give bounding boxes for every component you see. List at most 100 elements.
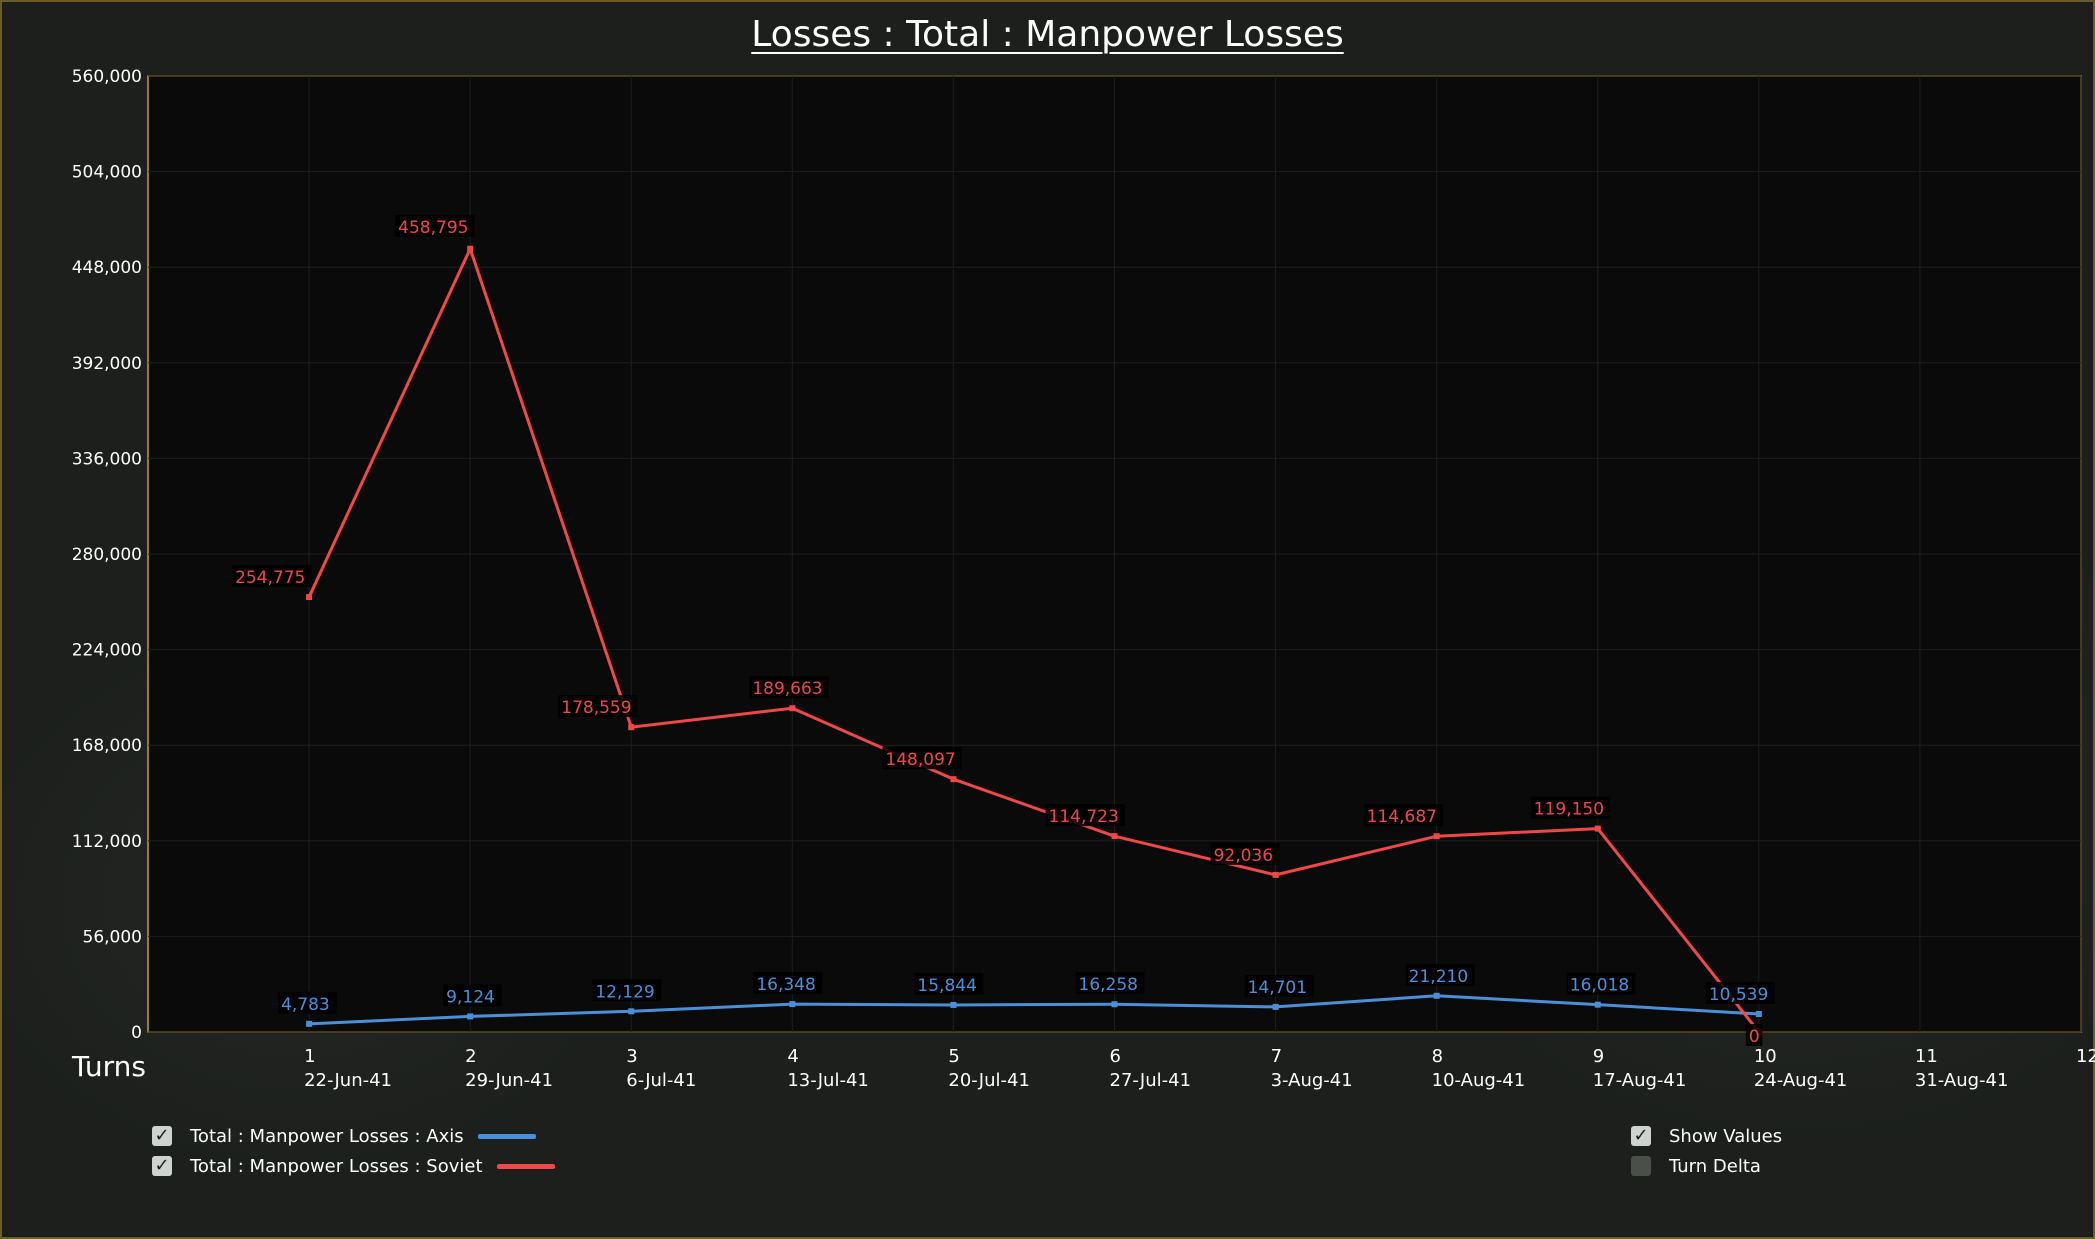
data-point: [306, 1020, 313, 1027]
grid-lines: [148, 75, 2082, 1033]
value-label: 0: [1749, 1027, 1760, 1047]
x-tick-date: 3-Aug-41: [1271, 1070, 1353, 1091]
value-label-bg: [882, 747, 962, 770]
y-tick-label: 392,000: [72, 354, 142, 374]
legend-soviet-swatch: [496, 1163, 555, 1169]
data-point: [1433, 833, 1440, 840]
value-label: 16,258: [1079, 975, 1138, 995]
x-tick-turn: 9: [1593, 1046, 1604, 1067]
data-point: [467, 1013, 474, 1020]
value-label-bg: [1566, 972, 1636, 995]
x-tick-date: 6-Jul-41: [626, 1070, 696, 1091]
data-point: [1594, 1001, 1601, 1008]
legend-soviet-label: Total : Manpower Losses : Soviet: [190, 1155, 483, 1177]
value-label: 119,150: [1534, 800, 1604, 820]
data-point: [1111, 833, 1118, 840]
legend-axis-checkbox[interactable]: ✓: [152, 1126, 172, 1146]
y-tick-label: 56,000: [83, 927, 142, 947]
data-point: [1594, 825, 1601, 832]
data-point: [467, 245, 474, 252]
value-label-bg: [278, 991, 337, 1014]
x-tick-turn: 8: [1432, 1046, 1443, 1067]
value-label-bg: [753, 972, 823, 995]
turn-delta-option[interactable]: Turn Delta: [1631, 1152, 1761, 1180]
data-point: [789, 705, 796, 712]
legend-axis-swatch: [477, 1133, 536, 1139]
value-label: 114,723: [1049, 807, 1119, 827]
data-point: [628, 1008, 635, 1015]
value-label: 10,539: [1709, 985, 1768, 1005]
data-point: [789, 1001, 796, 1008]
data-point: [1272, 1003, 1279, 1010]
x-tick-turn: 4: [787, 1046, 798, 1067]
x-tick-turn: 10: [1754, 1046, 1777, 1067]
value-label: 4,783: [281, 995, 330, 1015]
data-point: [1433, 992, 1440, 999]
data-point: [950, 1001, 957, 1008]
show-values-checkbox[interactable]: ✓: [1631, 1126, 1651, 1146]
chart-title-text: Losses : Total : Manpower Losses: [751, 14, 1344, 55]
value-label: 21,210: [1409, 967, 1468, 987]
legend-axis-label: Total : Manpower Losses : Axis: [190, 1125, 464, 1147]
value-label-bg: [1705, 982, 1775, 1005]
series-line-soviet: [307, 247, 1761, 1033]
value-label-bg: [592, 979, 662, 1002]
x-tick-date: 29-Jun-41: [465, 1070, 553, 1091]
x-axis-label: Turns: [72, 1050, 146, 1083]
x-tick-turn: 11: [1915, 1046, 1938, 1067]
turn-delta-checkbox[interactable]: [1631, 1156, 1651, 1176]
legend-item-axis[interactable]: ✓ Total : Manpower Losses : Axis: [152, 1122, 536, 1150]
y-tick-label: 280,000: [72, 545, 142, 565]
y-axis: 560,000 504,000 448,000 392,000 336,000 280,0…: [72, 67, 142, 1043]
x-axis: 1 22-Jun-41 2 29-Jun-41 3 6-Jul-41 4 13-Jul-41 5…: [304, 1046, 2095, 1091]
value-label: 9,124: [446, 987, 495, 1007]
x-tick-turn: 2: [465, 1046, 476, 1067]
value-label: 14,701: [1248, 978, 1307, 998]
data-point: [1272, 871, 1279, 878]
data-point: [1755, 1011, 1762, 1018]
y-tick-label: 448,000: [72, 258, 142, 278]
x-tick-date: 22-Jun-41: [304, 1070, 392, 1091]
x-tick-turn: 1: [304, 1046, 315, 1067]
turn-delta-label: Turn Delta: [1669, 1155, 1761, 1177]
value-label: 16,348: [756, 975, 815, 995]
y-tick-label: 224,000: [72, 641, 142, 661]
value-label-bg: [1045, 804, 1125, 827]
value-label-bg: [443, 984, 502, 1007]
y-tick-label: 0: [131, 1023, 142, 1043]
value-label: 16,018: [1570, 976, 1629, 996]
legend-item-soviet[interactable]: ✓ Total : Manpower Losses : Soviet: [152, 1152, 555, 1180]
data-point: [628, 724, 635, 731]
value-label-bg: [1405, 963, 1475, 986]
data-point: [1111, 1001, 1118, 1008]
x-tick-date: 20-Jul-41: [948, 1070, 1030, 1091]
show-values-label: Show Values: [1669, 1125, 1783, 1147]
value-label-bg: [1745, 1024, 1763, 1046]
chart-title: Losses : Total : Manpower Losses: [0, 14, 2095, 55]
value-label-bg: [749, 676, 829, 699]
value-labels: 4,783 9,124 12,129 16,348 15,844 16,258 14,701…: [232, 214, 1775, 1047]
x-tick-turn: 7: [1271, 1046, 1282, 1067]
y-tick-label: 504,000: [72, 163, 142, 183]
value-label: 189,663: [752, 679, 822, 699]
value-label: 148,097: [885, 750, 955, 770]
show-values-option[interactable]: ✓ Show Values: [1631, 1122, 1782, 1150]
value-label-bg: [395, 214, 475, 237]
x-tick-date: 17-Aug-41: [1593, 1070, 1687, 1091]
value-label-bg: [1244, 974, 1314, 997]
value-label: 178,559: [561, 698, 631, 718]
x-tick-turn: 5: [948, 1046, 959, 1067]
x-tick-turn: 6: [1110, 1046, 1121, 1067]
data-point: [306, 594, 313, 601]
y-tick-label: 336,000: [72, 449, 142, 469]
value-label-bg: [558, 695, 638, 718]
value-label-bg: [1530, 796, 1611, 819]
y-tick-label: 168,000: [72, 736, 142, 756]
value-label-bg: [914, 972, 984, 995]
legend-soviet-checkbox[interactable]: ✓: [152, 1156, 172, 1176]
x-tick-date: 24-Aug-41: [1754, 1070, 1848, 1091]
value-label: 15,844: [917, 976, 976, 996]
value-label: 254,775: [235, 568, 305, 588]
x-tick-date: 13-Jul-41: [787, 1070, 869, 1091]
